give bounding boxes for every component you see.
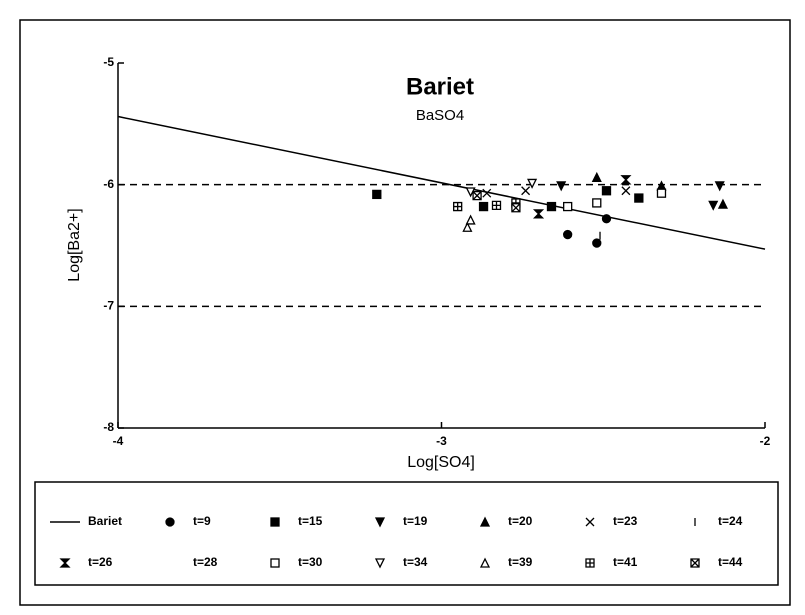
legend-label: t=24 [718, 514, 743, 528]
legend-label: t=26 [88, 555, 113, 569]
legend-marker [270, 517, 280, 527]
marker [621, 186, 631, 196]
legend-marker [479, 516, 491, 527]
marker [592, 198, 602, 208]
marker [478, 201, 489, 212]
marker [527, 178, 538, 189]
legend-label: t=19 [403, 514, 428, 528]
marker [656, 188, 667, 198]
marker [491, 200, 502, 210]
marker [482, 188, 492, 198]
marker [601, 186, 612, 196]
marker [563, 201, 573, 212]
chart-frame [19, 19, 791, 606]
y-axis-label: Log[Ba2+] [66, 208, 83, 281]
marker [714, 181, 725, 192]
x-tick-label: -3 [436, 434, 447, 448]
y-tick-label: -5 [103, 55, 114, 69]
marker [511, 203, 521, 213]
chart-title: Bariet [406, 73, 474, 100]
marker [521, 186, 531, 196]
legend-marker [165, 517, 175, 527]
marker [453, 201, 463, 212]
y-tick-label: -7 [103, 299, 114, 313]
legend-marker [270, 558, 280, 568]
x-axis-label: Log[SO4] [407, 454, 475, 471]
marker [546, 201, 557, 212]
marker [634, 193, 644, 203]
legend-label: t=34 [403, 555, 428, 569]
legend-label: t=41 [613, 555, 638, 569]
legend-box [34, 481, 779, 586]
legend-marker [59, 558, 71, 568]
legend-marker [690, 558, 700, 568]
legend-label: Bariet [88, 514, 122, 528]
marker [563, 229, 573, 240]
legend-label: t=39 [508, 555, 533, 569]
marker [465, 214, 476, 225]
legend-label: t=30 [298, 555, 323, 569]
legend-marker [374, 517, 386, 528]
marker [592, 238, 602, 248]
legend-label: t=44 [718, 555, 743, 569]
marker [601, 214, 612, 224]
y-tick-label: -8 [103, 420, 114, 434]
marker [372, 189, 382, 200]
marker [591, 171, 602, 183]
marker [532, 209, 545, 219]
x-tick-label: -2 [760, 434, 771, 448]
marker [556, 181, 567, 192]
legend-label: t=15 [298, 514, 323, 528]
marker [708, 200, 719, 211]
x-tick-label: -4 [113, 434, 124, 448]
legend-marker [374, 558, 386, 569]
legend-label: t=9 [193, 514, 211, 528]
legend-marker [479, 557, 491, 568]
chart-subtitle: BaSO4 [416, 107, 464, 124]
marker [472, 190, 482, 201]
marker [620, 175, 632, 185]
legend-marker [585, 517, 595, 527]
marker [462, 221, 473, 232]
series-line [117, 115, 766, 250]
legend-label: t=20 [508, 514, 533, 528]
marker [717, 198, 728, 209]
legend-marker [585, 558, 595, 568]
legend-label: t=28 [193, 555, 218, 569]
legend-label: t=23 [613, 514, 638, 528]
y-tick-label: -6 [103, 177, 114, 191]
